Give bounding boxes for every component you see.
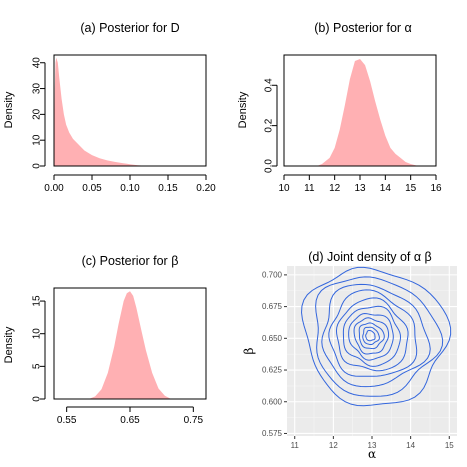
c-y-tick-label: 10	[32, 328, 43, 340]
a-x-tick-label: 0.20	[196, 183, 216, 194]
b-y-tick-label: 0.0	[264, 159, 275, 173]
d-x-tick-label: 13	[368, 441, 377, 450]
panel-a-y-axis: 0 10 20 30 40	[32, 57, 46, 169]
panel-b-frame	[283, 54, 437, 167]
panel-d-grid	[287, 266, 457, 436]
d-contour-line	[315, 276, 444, 397]
b-y-tick-label: 0.2	[264, 118, 275, 132]
c-x-tick-label: 0.75	[184, 415, 204, 426]
b-y-tick-label: 0.4	[264, 78, 275, 92]
a-y-tick-label: 20	[32, 108, 43, 120]
panel-a-density-area	[54, 57, 149, 166]
d-x-tick-label: 11	[291, 441, 300, 450]
panel-a-title: (a) Posterior for D	[80, 21, 179, 35]
a-y-tick-label: 10	[32, 134, 43, 146]
b-x-tick-label: 12	[329, 183, 341, 194]
panel-c: (c) Posterior for β Density 0.55 0.65 0.75…	[3, 254, 207, 426]
panel-d-x-axis: 11 12 13 14 15	[291, 436, 454, 450]
d-x-tick-label: 14	[406, 441, 415, 450]
panel-b-title: (b) Posterior for α	[314, 21, 412, 35]
d-y-tick-label: 0.575	[262, 429, 283, 438]
c-x-tick-label: 0.65	[120, 415, 140, 426]
panel-d-y-axis: 0.575 0.600 0.625 0.650 0.675 0.700	[262, 271, 287, 438]
panel-c-title: (c) Posterior for β	[82, 254, 179, 268]
panel-a: (a) Posterior for D Density 0.00 0.05 0.10…	[3, 21, 216, 194]
d-contour-line	[365, 329, 376, 342]
b-x-tick-label: 10	[278, 183, 290, 194]
a-y-tick-label: 40	[32, 57, 43, 69]
b-x-tick-label: 11	[304, 183, 315, 194]
panel-a-x-axis: 0.00 0.05 0.10 0.15 0.20	[44, 174, 216, 194]
panel-b-y-axis: 0.0 0.2 0.4	[264, 78, 278, 173]
d-x-tick-label: 15	[445, 441, 454, 450]
d-y-tick-label: 0.700	[262, 271, 283, 280]
d-y-tick-label: 0.625	[262, 366, 283, 375]
d-y-tick-label: 0.650	[262, 334, 283, 343]
b-x-tick-label: 13	[354, 183, 366, 194]
a-x-tick-label: 0.00	[44, 183, 64, 194]
a-y-tick-label: 0	[32, 163, 43, 169]
a-x-tick-label: 0.15	[158, 183, 178, 194]
d-contour-line	[353, 317, 390, 355]
panel-c-density-area	[88, 291, 172, 399]
panel-b-ylabel: Density	[237, 91, 249, 128]
d-x-tick-label: 12	[329, 441, 338, 450]
d-contour-line	[358, 322, 385, 350]
d-contour-line	[321, 283, 431, 388]
c-y-tick-label: 15	[32, 295, 43, 307]
c-y-tick-label: 5	[32, 363, 43, 369]
c-y-tick-label: 0	[32, 396, 43, 402]
panel-a-ylabel: Density	[3, 91, 15, 128]
d-contour-line	[335, 297, 409, 372]
b-x-tick-label: 16	[430, 183, 442, 194]
d-contour-line	[362, 326, 380, 346]
d-y-tick-label: 0.600	[262, 397, 283, 406]
panel-c-y-axis: 0 5 10 15	[32, 295, 46, 402]
a-x-tick-label: 0.05	[82, 183, 102, 194]
panel-d-xlabel: α	[368, 447, 376, 461]
a-y-tick-label: 30	[32, 83, 43, 95]
d-contour-line	[342, 305, 402, 367]
panel-a-frame	[53, 54, 207, 167]
d-y-tick-label: 0.675	[262, 302, 283, 311]
panel-d: (d) Joint density of α β 11 12 13 14 15 0.57…	[242, 250, 457, 461]
panel-b-x-axis: 10 11 12 13 14 15 16	[278, 174, 442, 194]
panel-c-ylabel: Density	[3, 326, 15, 363]
panel-d-title: (d) Joint density of α β	[308, 250, 432, 264]
panel-d-contours	[301, 266, 452, 407]
d-contour-line	[301, 266, 452, 407]
panel-c-x-axis: 0.55 0.65 0.75	[57, 406, 204, 426]
a-x-tick-label: 0.10	[120, 183, 140, 194]
b-x-tick-label: 14	[380, 183, 392, 194]
d-contour-line	[328, 289, 418, 377]
panel-d-ylabel: β	[242, 347, 256, 354]
panel-b: (b) Posterior for α Density 10 11 12 13 14 15…	[237, 21, 442, 194]
d-contour-line	[348, 313, 394, 361]
panel-c-frame	[53, 287, 207, 400]
c-x-tick-label: 0.55	[57, 415, 77, 426]
panel-b-density-area	[316, 59, 419, 166]
b-x-tick-label: 15	[405, 183, 417, 194]
